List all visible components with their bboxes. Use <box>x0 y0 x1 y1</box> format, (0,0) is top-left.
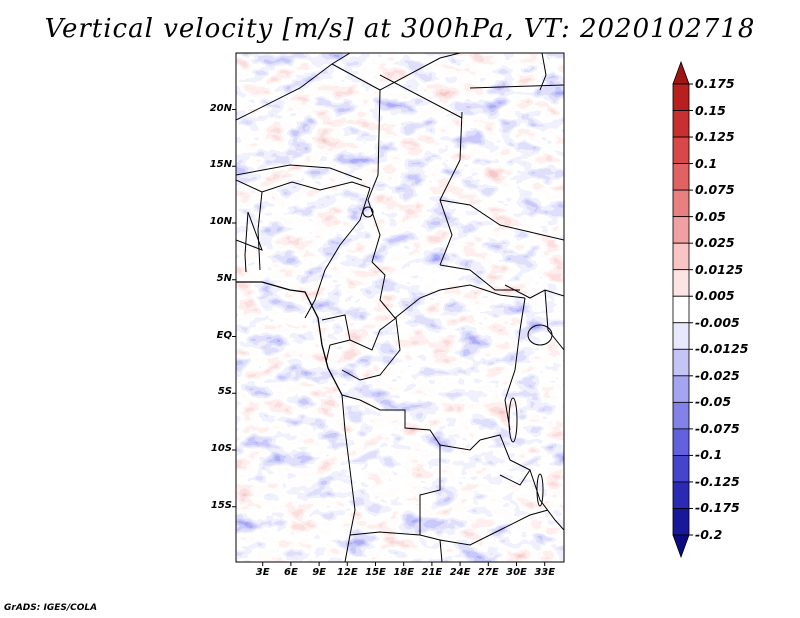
colorbar-bin <box>672 242 690 271</box>
lon-label: 24E <box>449 567 471 578</box>
lon-label: 3E <box>255 567 270 578</box>
border-sahara-east <box>469 84 564 89</box>
lat-label: 5N <box>216 272 232 284</box>
border-algeria-libya <box>236 53 351 121</box>
border-namibia-botswana <box>439 539 443 562</box>
lat-label: 5S <box>217 386 232 398</box>
lat-label: EQ <box>216 329 232 341</box>
chart-title: Vertical velocity [m/s] at 300hPa, VT: 2… <box>44 14 756 44</box>
colorbar-label: -0.175 <box>695 500 740 516</box>
lon-label: 18E <box>393 567 415 578</box>
gulf-of-guinea-coast <box>236 281 343 396</box>
lat-label: 10N <box>209 216 232 227</box>
nile-river <box>539 53 547 91</box>
border-drc-angola <box>341 394 481 451</box>
colorbar-label: -0.005 <box>695 314 740 330</box>
map-frame <box>235 52 565 563</box>
lon-label: 15E <box>365 567 386 578</box>
colorbar-bin <box>672 83 690 111</box>
colorbar-bin <box>672 269 690 297</box>
border-niger-chad <box>367 89 381 263</box>
lon-label: 21E <box>421 567 443 578</box>
border-angola-coast <box>341 394 356 562</box>
border-southsudan-uganda <box>504 284 564 299</box>
border-egypt-sudan <box>379 74 463 119</box>
colorbar-label: -0.075 <box>695 420 740 436</box>
lake-tanganyika <box>508 397 518 443</box>
border-angola-namibia <box>349 531 441 541</box>
lon-label: 12E <box>336 567 358 578</box>
border-mali-niger <box>236 164 363 181</box>
lon-label: 33E <box>534 567 556 578</box>
lat-label: 20N <box>209 102 232 114</box>
colorbar-label: 0.05 <box>695 208 726 224</box>
colorbar-label: -0.1 <box>695 447 723 463</box>
border-congo-drc <box>341 317 401 381</box>
colorbar-bin <box>672 508 690 536</box>
colorbar-bin <box>672 110 690 138</box>
border-libya-chad <box>331 53 461 91</box>
lake-chad <box>362 206 374 218</box>
colorbar-bin <box>672 163 690 191</box>
lake-malawi <box>536 473 544 507</box>
border-sudan-southsudan <box>439 199 564 241</box>
border-cameroon-car <box>371 261 396 319</box>
colorbar-label: -0.05 <box>695 394 732 410</box>
border-tanzania-drc <box>504 297 526 431</box>
colorbar-label: 0.1 <box>695 155 718 171</box>
colorbar-label: -0.125 <box>695 473 740 489</box>
colorbar-min-triangle <box>672 534 690 559</box>
colorbar-bin <box>672 481 690 509</box>
colorbar-label: 0.005 <box>695 288 735 304</box>
border-west-africa <box>236 211 263 251</box>
border-zambia-zimbabwe <box>439 509 549 546</box>
lon-label: 9E <box>312 567 326 578</box>
border-malawi-mozambique <box>529 469 564 531</box>
colorbar-label: 0.025 <box>695 235 735 251</box>
border-nigeria-benin <box>257 191 263 271</box>
colorbar-bin <box>672 348 690 377</box>
colorbar-label: 0.0125 <box>695 261 744 277</box>
colorbar-label: 0.125 <box>695 129 735 145</box>
colorbar-bin <box>672 216 690 244</box>
lat-label: 15S <box>210 499 232 511</box>
border-car-sudan <box>439 264 520 291</box>
axis-ticks <box>232 109 546 566</box>
colorbar-bin <box>672 455 690 483</box>
colorbar <box>672 60 693 559</box>
colorbar-bin <box>672 428 690 456</box>
lon-label: 6E <box>283 567 298 578</box>
border-uganda-kenya <box>544 289 564 351</box>
border-benin-togo <box>244 211 249 273</box>
colorbar-label: -0.2 <box>695 527 723 542</box>
grads-credit: GrADS: IGES/COLA <box>4 603 98 613</box>
lat-label: 15N <box>209 159 232 171</box>
colorbar-max-triangle <box>672 60 690 85</box>
colorbar-bin <box>672 295 690 324</box>
colorbar-bin <box>672 322 690 350</box>
border-nigeria-cameroon <box>304 187 371 319</box>
border-drc-zambia <box>479 434 531 486</box>
border-niger-nigeria <box>236 179 371 193</box>
colorbar-label: -0.0125 <box>695 341 749 357</box>
border-car-drc <box>394 284 526 319</box>
country-borders <box>236 53 564 562</box>
colorbar-bin <box>672 375 690 403</box>
lake-victoria <box>527 324 553 346</box>
lon-label: 27E <box>477 567 499 578</box>
lon-label: 30E <box>506 567 527 578</box>
colorbar-bin <box>672 189 690 218</box>
colorbar-label: 0.175 <box>695 76 735 91</box>
colorbar-label: 0.15 <box>695 102 726 118</box>
colorbar-label: -0.025 <box>695 367 740 383</box>
colorbar-bin <box>672 136 690 164</box>
vertical-velocity-field <box>236 53 564 562</box>
lat-label: 10S <box>210 443 232 454</box>
colorbar-bin <box>672 401 690 430</box>
border-angola-zambia <box>419 445 441 535</box>
colorbar-label: 0.075 <box>695 182 735 198</box>
